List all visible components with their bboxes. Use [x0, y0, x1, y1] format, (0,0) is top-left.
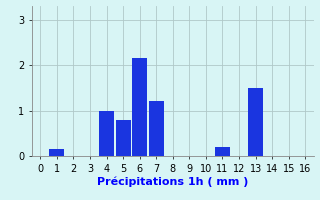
Bar: [116, 120, 131, 156]
Bar: [215, 147, 230, 156]
Bar: [132, 58, 147, 156]
Bar: [149, 101, 164, 156]
Bar: [99, 111, 114, 156]
Bar: [49, 149, 64, 156]
Bar: [248, 88, 263, 156]
X-axis label: Précipitations 1h ( mm ): Précipitations 1h ( mm ): [97, 176, 249, 187]
